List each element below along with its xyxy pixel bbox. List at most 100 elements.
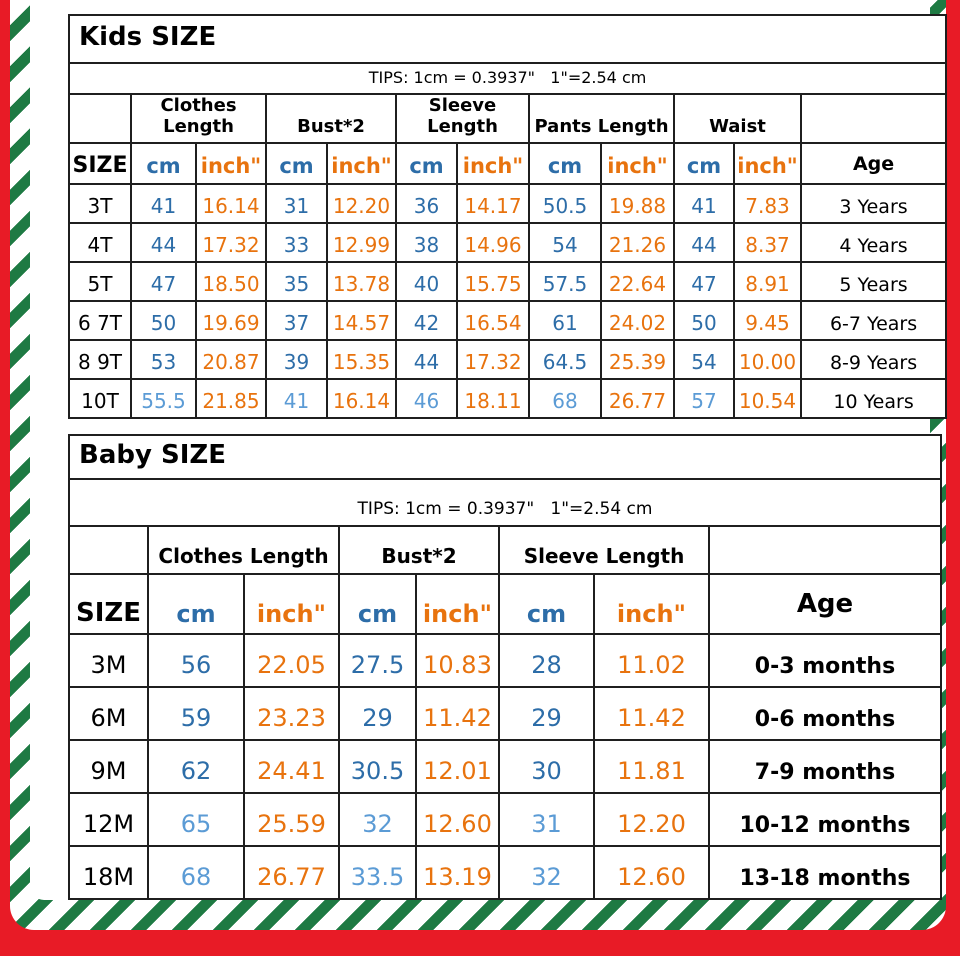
inch-value-cell: 15.35 bbox=[326, 339, 397, 380]
baby-table-title: Baby SIZE bbox=[68, 434, 942, 480]
table-row: 6 7T 50 19.69 37 14.57 42 16.54 61 24.02 50 9.45 6-… bbox=[68, 300, 948, 341]
baby-group-sleeve-length: Sleeve Length bbox=[498, 525, 710, 575]
inch-value-cell: 24.41 bbox=[243, 739, 340, 794]
inch-value-cell: 11.02 bbox=[593, 633, 710, 688]
inch-value-cell: 7.83 bbox=[733, 183, 802, 224]
cm-value-cell: 44 bbox=[395, 339, 458, 380]
table-row: 6M 59 23.23 29 11.42 29 11.42 0-6 months bbox=[68, 686, 942, 741]
inch-value-cell: 11.42 bbox=[593, 686, 710, 741]
kids-age-header: Age bbox=[799, 142, 948, 185]
cm-value-cell: 40 bbox=[395, 261, 458, 302]
inch-value-cell: 10.00 bbox=[733, 339, 802, 380]
cm-value-cell: 41 bbox=[673, 183, 735, 224]
age-cell: 6-7 Years bbox=[799, 300, 948, 341]
kids-unit-cm: cm bbox=[528, 142, 602, 185]
table-row: 4T 44 17.32 33 12.99 38 14.96 54 21.26 44 8.37 4 Ye… bbox=[68, 222, 948, 263]
table-row: 18M 68 26.77 33.5 13.19 32 12.60 13-18 months bbox=[68, 845, 942, 900]
inch-value-cell: 15.75 bbox=[456, 261, 530, 302]
size-label-cell: 18M bbox=[68, 845, 149, 900]
baby-tips-note: TIPS: 1cm = 0.3937" 1"=2.54 cm bbox=[68, 478, 942, 527]
cm-value-cell: 50.5 bbox=[528, 183, 602, 224]
inch-value-cell: 25.39 bbox=[600, 339, 675, 380]
cm-value-cell: 50 bbox=[673, 300, 735, 341]
inch-value-cell: 24.02 bbox=[600, 300, 675, 341]
baby-group-clothes-length: Clothes Length bbox=[147, 525, 340, 575]
cm-value-cell: 57 bbox=[673, 378, 735, 419]
inch-value-cell: 20.87 bbox=[195, 339, 267, 380]
size-label-cell: 5T bbox=[68, 261, 132, 302]
cm-value-cell: 50 bbox=[130, 300, 197, 341]
size-label-cell: 6M bbox=[68, 686, 149, 741]
inch-value-cell: 10.54 bbox=[733, 378, 802, 419]
inch-value-cell: 21.26 bbox=[600, 222, 675, 263]
inch-value-cell: 8.37 bbox=[733, 222, 802, 263]
age-cell: 10-12 months bbox=[708, 792, 942, 847]
inch-value-cell: 22.05 bbox=[243, 633, 340, 688]
inch-value-cell: 19.88 bbox=[600, 183, 675, 224]
cm-value-cell: 62 bbox=[147, 739, 245, 794]
kids-unit-inch: inch" bbox=[600, 142, 675, 185]
baby-unit-inch: inch" bbox=[415, 573, 500, 635]
inch-value-cell: 11.81 bbox=[593, 739, 710, 794]
kids-unit-inch: inch" bbox=[456, 142, 530, 185]
baby-unit-cm: cm bbox=[147, 573, 245, 635]
age-cell: 0-3 months bbox=[708, 633, 942, 688]
empty-corner-cell bbox=[799, 93, 948, 144]
inch-value-cell: 16.14 bbox=[326, 378, 397, 419]
inch-value-cell: 16.54 bbox=[456, 300, 530, 341]
baby-unit-cm: cm bbox=[498, 573, 595, 635]
inch-value-cell: 13.19 bbox=[415, 845, 500, 900]
age-cell: 0-6 months bbox=[708, 686, 942, 741]
kids-group-bust: Bust*2 bbox=[265, 93, 397, 144]
size-label-cell: 12M bbox=[68, 792, 149, 847]
kids-table-body: 3T 41 16.14 31 12.20 36 14.17 50.5 19.88 41 7.83 3 … bbox=[68, 183, 948, 419]
inch-value-cell: 12.01 bbox=[415, 739, 500, 794]
cm-value-cell: 38 bbox=[395, 222, 458, 263]
baby-size-table: Baby SIZE TIPS: 1cm = 0.3937" 1"=2.54 cm… bbox=[68, 434, 942, 900]
cm-value-cell: 32 bbox=[338, 792, 417, 847]
cm-value-cell: 44 bbox=[673, 222, 735, 263]
size-label-cell: 3M bbox=[68, 633, 149, 688]
cm-value-cell: 33 bbox=[265, 222, 328, 263]
kids-unit-inch: inch" bbox=[195, 142, 267, 185]
cm-value-cell: 30 bbox=[498, 739, 595, 794]
cm-value-cell: 68 bbox=[147, 845, 245, 900]
kids-group-waist: Waist bbox=[673, 93, 802, 144]
inch-value-cell: 14.57 bbox=[326, 300, 397, 341]
size-label-cell: 3T bbox=[68, 183, 132, 224]
inch-value-cell: 14.96 bbox=[456, 222, 530, 263]
kids-unit-cm: cm bbox=[265, 142, 328, 185]
size-label-cell: 9M bbox=[68, 739, 149, 794]
baby-age-header: Age bbox=[708, 573, 942, 635]
empty-corner-cell bbox=[68, 525, 149, 575]
kids-table-title: Kids SIZE bbox=[67, 14, 948, 64]
table-row: 3M 56 22.05 27.5 10.83 28 11.02 0-3 months bbox=[68, 633, 942, 688]
baby-group-bust: Bust*2 bbox=[338, 525, 500, 575]
kids-group-clothes-length: Clothes Length bbox=[130, 93, 267, 144]
cm-value-cell: 61 bbox=[528, 300, 602, 341]
cm-value-cell: 31 bbox=[498, 792, 595, 847]
kids-tips-note: TIPS: 1cm = 0.3937" 1"=2.54 cm bbox=[67, 62, 948, 95]
cm-value-cell: 47 bbox=[673, 261, 735, 302]
inch-value-cell: 12.60 bbox=[593, 845, 710, 900]
baby-size-header: SIZE bbox=[68, 573, 149, 635]
size-label-cell: 10T bbox=[68, 378, 132, 419]
inch-value-cell: 21.85 bbox=[195, 378, 267, 419]
cm-value-cell: 28 bbox=[498, 633, 595, 688]
cm-value-cell: 36 bbox=[395, 183, 458, 224]
cm-value-cell: 57.5 bbox=[528, 261, 602, 302]
inch-value-cell: 19.69 bbox=[195, 300, 267, 341]
cm-value-cell: 56 bbox=[147, 633, 245, 688]
table-row: 12M 65 25.59 32 12.60 31 12.20 10-12 months bbox=[68, 792, 942, 847]
table-row: 3T 41 16.14 31 12.20 36 14.17 50.5 19.88 41 7.83 3 … bbox=[68, 183, 948, 224]
table-row: 8 9T 53 20.87 39 15.35 44 17.32 64.5 25.39 54 10.0… bbox=[68, 339, 948, 380]
cm-value-cell: 41 bbox=[130, 183, 197, 224]
size-label-cell: 6 7T bbox=[68, 300, 132, 341]
inch-value-cell: 26.77 bbox=[243, 845, 340, 900]
cm-value-cell: 29 bbox=[498, 686, 595, 741]
inch-value-cell: 13.78 bbox=[326, 261, 397, 302]
cm-value-cell: 53 bbox=[130, 339, 197, 380]
kids-group-pants-length: Pants Length bbox=[528, 93, 675, 144]
inch-value-cell: 10.83 bbox=[415, 633, 500, 688]
empty-corner-cell bbox=[68, 93, 132, 144]
